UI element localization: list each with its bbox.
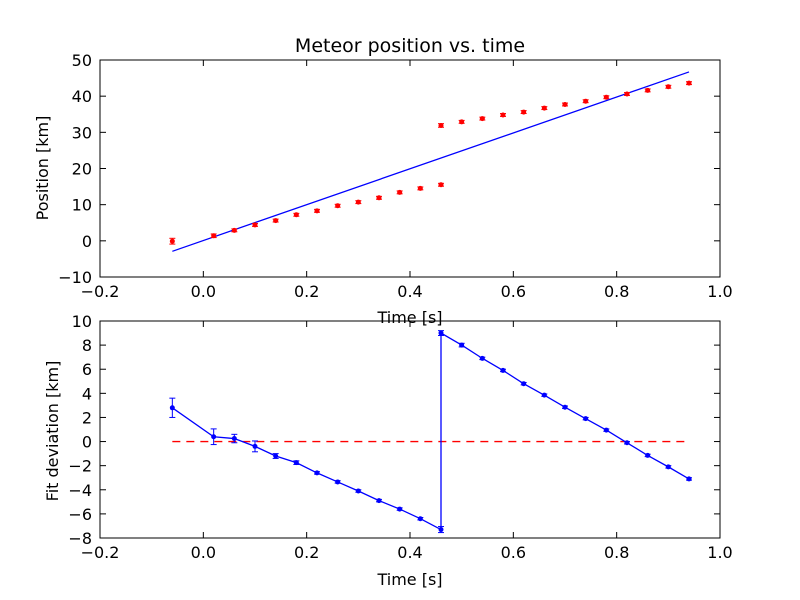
data-point xyxy=(665,464,671,470)
y-tick-label: 50 xyxy=(72,51,92,70)
y-tick-label: −6 xyxy=(68,505,92,524)
y-tick-label: −2 xyxy=(68,457,92,476)
data-point xyxy=(252,443,258,449)
y-axis-title: Fit deviation [km] xyxy=(43,361,62,502)
data-point xyxy=(603,427,609,433)
x-tick-label: 0.2 xyxy=(294,282,319,301)
data-point xyxy=(645,87,651,93)
y-axis-title: Position [km] xyxy=(33,116,52,221)
x-tick-label: 1.0 xyxy=(707,543,732,562)
data-point xyxy=(645,452,651,458)
data-point xyxy=(335,203,341,209)
data-point xyxy=(624,440,630,446)
axes-frame xyxy=(99,59,721,278)
data-point xyxy=(417,516,423,522)
deviation-chart: −0.2 0.0 0.2 0.4 0.6 0.8 1.0 −8 −6 −4 −2 0 2 4 6 8 10 Ti… xyxy=(43,312,733,589)
data-point xyxy=(355,199,361,205)
x-axis-title: Time [s] xyxy=(376,570,442,589)
data-point xyxy=(521,109,527,115)
y-tick-label: 30 xyxy=(72,123,92,142)
y-tick-label: 10 xyxy=(72,312,92,331)
data-point xyxy=(438,527,444,533)
data-point xyxy=(231,436,237,442)
data-point xyxy=(583,98,589,104)
data-point xyxy=(541,392,547,398)
data-point xyxy=(686,80,692,86)
y-tick-label: 10 xyxy=(72,196,92,215)
x-tick-label: 0.8 xyxy=(604,282,629,301)
data-point xyxy=(314,470,320,476)
data-point xyxy=(562,404,568,410)
data-point xyxy=(479,116,485,122)
y-tick-label: 4 xyxy=(82,384,92,403)
data-point xyxy=(293,212,299,218)
data-point xyxy=(438,330,444,336)
x-tick-label: 0.0 xyxy=(191,282,216,301)
data-point xyxy=(293,460,299,466)
data-point xyxy=(273,453,279,459)
axes-frame xyxy=(99,320,721,539)
data-point xyxy=(376,498,382,504)
position-plot-area: −0.2 0.0 0.2 0.4 0.6 0.8 1.0 −10 0 10 20 30 40 50 xyxy=(58,51,732,301)
x-tick-label: 0.2 xyxy=(294,543,319,562)
y-tick-label: −8 xyxy=(68,529,92,548)
data-point xyxy=(231,227,237,233)
data-point xyxy=(169,238,175,244)
y-tick-label: 2 xyxy=(82,408,92,427)
data-point xyxy=(479,355,485,361)
data-point xyxy=(541,105,547,111)
y-tick-label: −10 xyxy=(58,268,92,287)
x-tick-label: 0.4 xyxy=(397,543,422,562)
data-point xyxy=(438,122,444,128)
x-tick-label: 0.6 xyxy=(501,282,526,301)
data-point xyxy=(459,119,465,125)
data-point xyxy=(397,189,403,195)
data-point xyxy=(211,434,217,440)
data-point xyxy=(376,195,382,201)
x-tick-label: 0.8 xyxy=(604,543,629,562)
position-chart: Meteor position vs. time −0.2 0.0 0.2 0.4 0.… xyxy=(33,35,733,327)
y-tick-label: 20 xyxy=(72,160,92,179)
data-point xyxy=(562,101,568,107)
x-tick-label: 0.4 xyxy=(397,282,422,301)
y-tick-label: −4 xyxy=(68,481,92,500)
chart-title: Meteor position vs. time xyxy=(295,35,525,57)
x-axis-title: Time [s] xyxy=(376,308,442,327)
x-tick-label: 0.0 xyxy=(191,543,216,562)
data-point xyxy=(624,91,630,97)
data-point xyxy=(459,342,465,348)
data-point xyxy=(665,84,671,90)
y-tick-label: 8 xyxy=(82,336,92,355)
data-point xyxy=(521,381,527,387)
data-point xyxy=(314,208,320,214)
data-point xyxy=(500,367,506,373)
data-point xyxy=(583,416,589,422)
y-tick-label: 6 xyxy=(82,360,92,379)
data-point xyxy=(273,218,279,224)
deviation-line xyxy=(171,331,690,531)
data-point xyxy=(252,222,258,228)
x-tick-label: −0.2 xyxy=(81,282,120,301)
data-point xyxy=(211,233,217,239)
x-tick-label: 1.0 xyxy=(707,282,732,301)
data-point xyxy=(603,94,609,100)
y-tick-label: 0 xyxy=(82,433,92,452)
x-tick-label: 0.6 xyxy=(501,543,526,562)
data-point xyxy=(438,182,444,188)
y-tick-label: 0 xyxy=(82,232,92,251)
fit-line xyxy=(172,71,690,252)
data-point xyxy=(355,488,361,494)
y-tick-label: 40 xyxy=(72,87,92,106)
data-point xyxy=(686,476,692,482)
data-point xyxy=(397,506,403,512)
x-tick-label: −0.2 xyxy=(81,543,120,562)
data-point xyxy=(169,405,175,411)
data-point xyxy=(417,185,423,191)
data-point xyxy=(500,112,506,118)
deviation-plot-area: −0.2 0.0 0.2 0.4 0.6 0.8 1.0 −8 −6 −4 −2 0 2 4 6 8 10 xyxy=(68,312,732,562)
data-point xyxy=(335,479,341,485)
